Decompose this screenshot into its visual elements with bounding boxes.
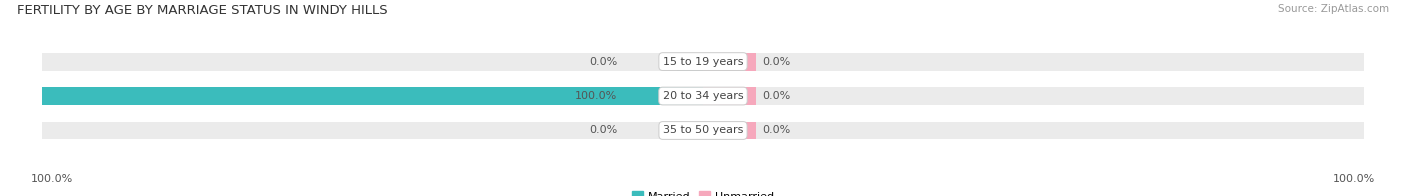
Text: Source: ZipAtlas.com: Source: ZipAtlas.com: [1278, 4, 1389, 14]
Text: FERTILITY BY AGE BY MARRIAGE STATUS IN WINDY HILLS: FERTILITY BY AGE BY MARRIAGE STATUS IN W…: [17, 4, 388, 17]
Text: 15 to 19 years: 15 to 19 years: [662, 57, 744, 67]
Text: 100.0%: 100.0%: [1333, 174, 1375, 184]
Bar: [42, 87, 1364, 105]
Text: 100.0%: 100.0%: [31, 174, 73, 184]
Bar: [42, 122, 1364, 139]
Text: 0.0%: 0.0%: [762, 91, 790, 101]
Text: 20 to 34 years: 20 to 34 years: [662, 91, 744, 101]
Text: 100.0%: 100.0%: [575, 91, 617, 101]
Text: 0.0%: 0.0%: [589, 57, 617, 67]
Bar: [676, 122, 703, 139]
Bar: [676, 53, 703, 71]
Bar: [42, 87, 703, 105]
Bar: [42, 53, 1364, 71]
Bar: [703, 87, 756, 105]
Text: 0.0%: 0.0%: [589, 125, 617, 135]
Text: 35 to 50 years: 35 to 50 years: [662, 125, 744, 135]
Text: 0.0%: 0.0%: [762, 125, 790, 135]
Legend: Married, Unmarried: Married, Unmarried: [627, 187, 779, 196]
Bar: [703, 122, 756, 139]
Text: 0.0%: 0.0%: [762, 57, 790, 67]
Bar: [703, 53, 756, 71]
